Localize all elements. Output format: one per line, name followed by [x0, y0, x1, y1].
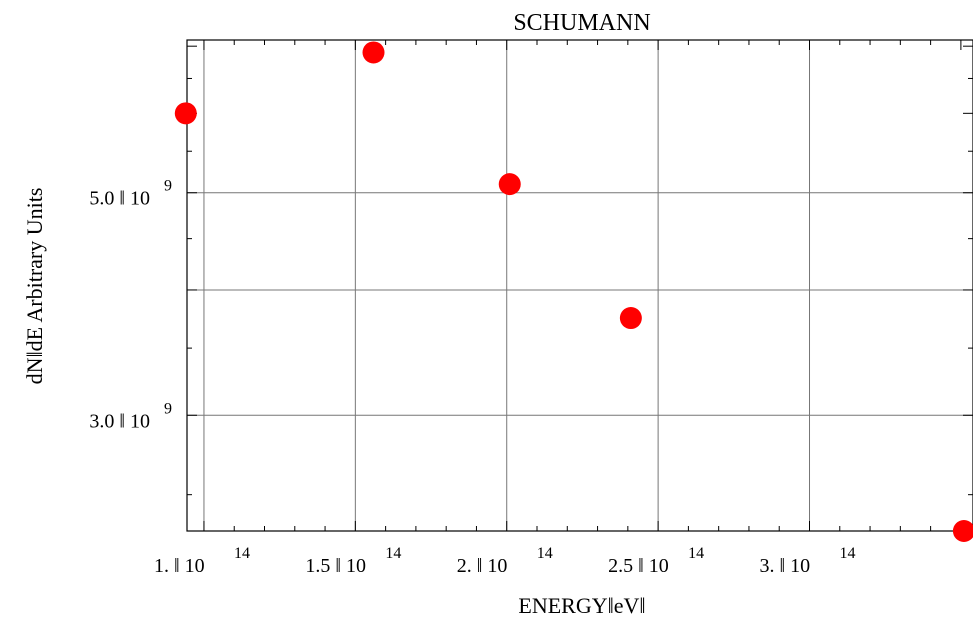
data-point	[362, 41, 385, 64]
y-tick-labels: 5.0 ‖ 10 9 3.0 ‖ 10 9	[89, 178, 172, 433]
data-point	[952, 520, 973, 542]
y-tick-exponent: 9	[164, 400, 172, 417]
grid	[187, 40, 973, 531]
x-tick-label: 1.5 ‖ 10 14	[305, 545, 401, 577]
y-tick-mantissa: 3.0 ‖ 10	[89, 410, 150, 432]
x-tick-exponent: 14	[385, 545, 401, 562]
x-tick-label: 3. ‖ 10 14	[760, 545, 856, 577]
x-tick-label: 2.5 ‖ 10 14	[608, 545, 704, 577]
x-tick-mantissa: 2. ‖ 10	[457, 555, 508, 577]
x-tick-mantissa: 1. ‖ 10	[154, 555, 205, 577]
x-tick-label: 2. ‖ 10 14	[457, 545, 553, 577]
y-tick-mantissa: 5.0 ‖ 10	[89, 188, 150, 210]
plot-frame	[186, 39, 973, 532]
x-tick-label: 1. ‖ 10 14	[154, 545, 250, 577]
x-tick-mantissa: 3. ‖ 10	[760, 555, 811, 577]
chart-title: SCHUMANN	[513, 10, 650, 36]
y-axis-label: dN‖dE Arbitrary Units	[22, 188, 47, 385]
x-axis-label: ENERGY‖eV‖	[518, 593, 645, 618]
x-tick-mantissa: 1.5 ‖ 10	[305, 555, 366, 577]
data-point	[498, 173, 521, 196]
x-tick-exponent: 14	[688, 545, 704, 562]
y-tick-exponent: 9	[164, 178, 172, 195]
data-points	[174, 41, 973, 542]
x-tick-exponent: 14	[537, 545, 553, 562]
axis-ticks	[187, 40, 973, 531]
y-tick-label: 3.0 ‖ 10 9	[89, 400, 172, 432]
x-tick-exponent: 14	[234, 545, 250, 562]
x-tick-mantissa: 2.5 ‖ 10	[608, 555, 669, 577]
data-point	[619, 307, 642, 330]
data-point	[174, 102, 197, 125]
x-tick-exponent: 14	[840, 545, 856, 562]
y-tick-label: 5.0 ‖ 10 9	[89, 178, 172, 210]
